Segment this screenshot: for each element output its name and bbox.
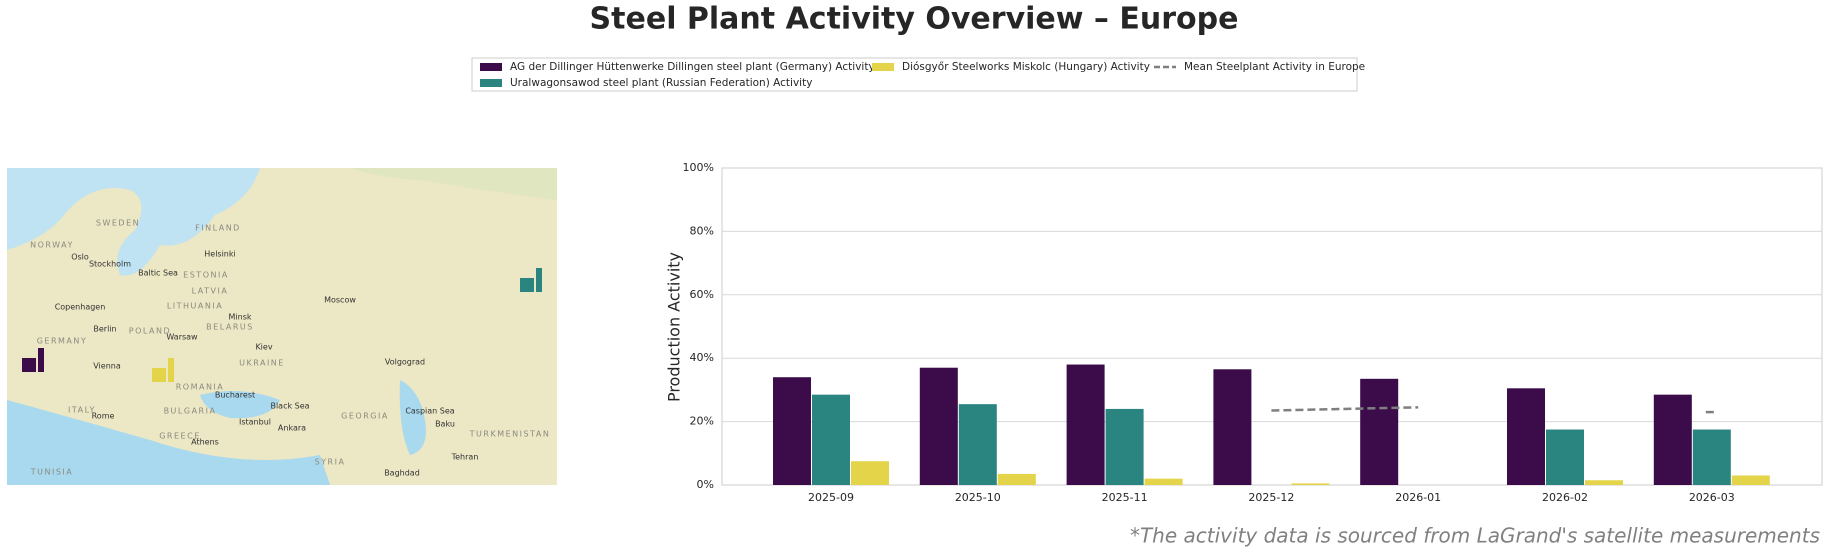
map-label: LITHUANIA [167, 302, 223, 311]
map-label: SWEDEN [96, 219, 140, 228]
map-label: NORWAY [30, 241, 74, 250]
x-tick-label: 2026-01 [1395, 491, 1441, 504]
map-label: SYRIA [315, 458, 346, 467]
map-label: ROMANIA [176, 383, 225, 392]
map-label: Baghdad [384, 469, 420, 478]
x-tick-label: 2025-09 [808, 491, 854, 504]
map-label: ITALY [68, 406, 96, 415]
bar [1360, 378, 1399, 485]
bar [812, 394, 850, 485]
map-water [399, 380, 426, 455]
plot-frame [721, 167, 1823, 486]
legend-label: AG der Dillinger Hüttenwerke Dillingen s… [510, 61, 875, 73]
bar [1213, 369, 1252, 485]
y-tick-label: 80% [690, 224, 714, 237]
map-label: BELARUS [206, 323, 254, 332]
map-land-north [350, 168, 557, 200]
bar [997, 473, 1036, 485]
map-label: GEORGIA [341, 412, 389, 421]
bar [1692, 429, 1731, 485]
bar [919, 367, 958, 485]
map-label: Berlin [93, 325, 116, 334]
map-label: Kiev [255, 343, 272, 352]
map-label: Minsk [229, 313, 252, 322]
legend-box [471, 57, 1358, 92]
map-label: ESTONIA [183, 271, 229, 280]
plant-marker [168, 358, 174, 382]
legend-label: Diósgyőr Steelworks Miskolc (Hungary) Ac… [902, 61, 1150, 73]
map-label: Athens [191, 438, 219, 447]
x-tick-label: 2025-12 [1248, 491, 1294, 504]
map-label: Warsaw [166, 333, 198, 342]
map: SWEDEN FINLAND NORWAY ESTONIA LATVIA LITHUANI… [7, 168, 557, 485]
plant-marker [22, 358, 36, 372]
y-tick-label: 0% [697, 478, 714, 491]
plant-marker [520, 278, 534, 292]
legend-swatch [480, 63, 502, 71]
bar [1585, 480, 1623, 485]
map-label: GREECE [159, 432, 201, 441]
bar [1066, 364, 1105, 485]
bar [1291, 483, 1330, 485]
x-tick-label: 2025-10 [955, 491, 1001, 504]
map-water [7, 400, 330, 485]
map-label: Black Sea [270, 402, 309, 411]
bar [1105, 408, 1144, 485]
chart-title: Steel Plant Activity Overview – Europe [590, 2, 1239, 37]
map-water [200, 391, 280, 419]
y-tick-label: 100% [683, 161, 714, 174]
plant-marker [38, 348, 44, 372]
map-label: Baku [435, 420, 455, 429]
mean-line [1271, 406, 1419, 412]
map-label: Helsinki [204, 250, 235, 259]
y-tick-label: 60% [690, 288, 714, 301]
map-label: Istanbul [239, 418, 271, 427]
map-label: Stockholm [89, 260, 131, 269]
map-label: GERMANY [37, 337, 88, 346]
map-label: LATVIA [192, 287, 229, 296]
bar [851, 461, 889, 485]
map-label: Moscow [324, 296, 356, 305]
bar [773, 377, 811, 485]
legend-label: Uralwagonsawod steel plant (Russian Fede… [510, 77, 812, 89]
map-label: Volgograd [385, 358, 425, 367]
map-label: UKRAINE [239, 359, 285, 368]
map-label: FINLAND [195, 224, 241, 233]
plant-marker [152, 368, 166, 382]
y-axis-label: Production Activity [665, 252, 684, 402]
x-tick-label: 2026-02 [1542, 491, 1588, 504]
map-label: POLAND [129, 327, 171, 336]
source-note: *The activity data is sourced from LaGra… [1130, 524, 1820, 548]
map-label: Ankara [278, 424, 306, 433]
bar [1731, 475, 1770, 485]
bar [1144, 478, 1183, 485]
bar [1546, 429, 1584, 485]
y-tick-label: 20% [690, 415, 714, 428]
map-label: Vienna [93, 362, 121, 371]
map-label: Baltic Sea [138, 269, 178, 278]
map-label: BULGARIA [164, 407, 217, 416]
map-label: Copenhagen [55, 303, 106, 312]
legend-label: Mean Steelplant Activity in Europe [1184, 61, 1365, 73]
legend-swatch [480, 79, 502, 87]
map-label: Caspian Sea [405, 407, 454, 416]
x-tick-label: 2026-03 [1689, 491, 1735, 504]
bar [1507, 388, 1545, 485]
map-water [7, 168, 260, 276]
bar [1653, 394, 1692, 485]
map-label: TURKMENISTAN [469, 430, 551, 439]
map-label: TUNISIA [30, 468, 74, 477]
plant-marker [536, 268, 542, 292]
map-label: Tehran [451, 453, 479, 462]
x-tick-label: 2025-11 [1102, 491, 1148, 504]
map-label: Oslo [71, 253, 89, 262]
map-label: Bucharest [215, 391, 255, 400]
map-label: Rome [92, 412, 115, 421]
bar [958, 404, 997, 485]
y-tick-label: 40% [690, 351, 714, 364]
legend-swatch [872, 63, 894, 71]
